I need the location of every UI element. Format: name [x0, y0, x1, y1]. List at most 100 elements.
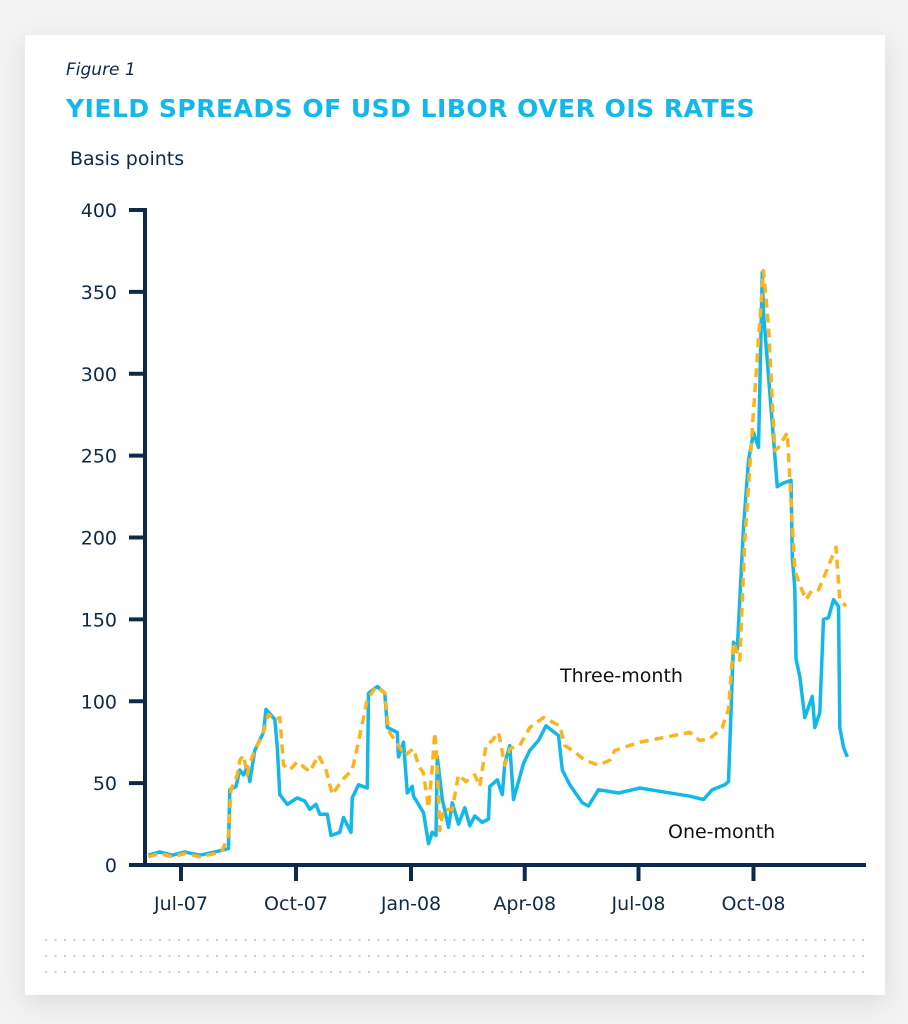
pattern-dot	[310, 970, 314, 974]
y-tick-label: 150	[81, 609, 117, 631]
pattern-dot	[282, 938, 285, 942]
pattern-dot	[206, 954, 209, 958]
pattern-dot	[700, 954, 703, 958]
pattern-dot	[595, 954, 599, 958]
pattern-dot	[130, 938, 133, 942]
pattern-dot	[643, 954, 646, 958]
pattern-dot	[101, 938, 105, 942]
pattern-dot	[396, 938, 399, 942]
pattern-dot	[291, 954, 295, 958]
pattern-dot	[453, 970, 456, 974]
pattern-dot	[206, 970, 209, 974]
pattern-dot	[348, 954, 352, 958]
pattern-dot	[567, 954, 570, 958]
annotation-one-month: One-month	[668, 821, 775, 843]
pattern-dot	[234, 938, 238, 942]
pattern-dot	[776, 938, 779, 942]
pattern-dot	[196, 938, 200, 942]
pattern-dot	[728, 970, 732, 974]
pattern-dot	[624, 938, 627, 942]
pattern-dot	[177, 938, 181, 942]
pattern-dot	[833, 938, 836, 942]
pattern-dot	[681, 970, 684, 974]
pattern-dot	[586, 954, 589, 958]
pattern-dot	[215, 938, 219, 942]
pattern-dot	[472, 954, 475, 958]
pattern-dot	[405, 970, 409, 974]
pattern-dot	[472, 938, 475, 942]
pattern-dot	[709, 954, 713, 958]
pattern-dot	[690, 954, 694, 958]
pattern-dot	[377, 954, 380, 958]
series-line-three-month	[148, 268, 848, 859]
pattern-dot	[358, 954, 361, 958]
y-axis-label: Basis points	[70, 148, 185, 170]
pattern-dot	[206, 938, 209, 942]
pattern-dot	[700, 938, 703, 942]
pattern-dot	[291, 938, 295, 942]
pattern-dot	[358, 938, 361, 942]
pattern-dot	[624, 954, 627, 958]
x-tick-label: Apr-08	[493, 893, 556, 915]
pattern-dot	[491, 954, 494, 958]
pattern-dot	[519, 970, 523, 974]
pattern-dot	[500, 954, 504, 958]
pattern-dot	[358, 970, 361, 974]
pattern-dot	[339, 938, 342, 942]
pattern-dot	[54, 970, 57, 974]
pattern-dot	[776, 954, 779, 958]
pattern-dot	[139, 954, 143, 958]
pattern-dot	[842, 938, 846, 942]
pattern-dot	[367, 970, 371, 974]
y-tick-label: 200	[81, 528, 117, 550]
pattern-dot	[187, 938, 190, 942]
figure-card	[25, 35, 885, 995]
pattern-dot	[576, 970, 580, 974]
pattern-dot	[73, 954, 76, 958]
x-tick-label: Jul-07	[153, 893, 208, 915]
pattern-dot	[804, 970, 808, 974]
pattern-dot	[709, 938, 713, 942]
pattern-dot	[728, 938, 732, 942]
pattern-dot	[443, 954, 447, 958]
pattern-dot	[396, 970, 399, 974]
pattern-dot	[149, 954, 152, 958]
pattern-dot	[576, 954, 580, 958]
pattern-dot	[529, 938, 532, 942]
pattern-dot	[301, 954, 304, 958]
pattern-dot	[491, 938, 494, 942]
pattern-dot	[415, 938, 418, 942]
pattern-dot	[747, 970, 751, 974]
pattern-dot	[719, 954, 722, 958]
pattern-dot	[149, 938, 152, 942]
pattern-dot	[405, 938, 409, 942]
pattern-dot	[244, 970, 247, 974]
pattern-dot	[842, 954, 846, 958]
pattern-dot	[63, 938, 67, 942]
pattern-dot	[719, 970, 722, 974]
pattern-dot	[548, 938, 551, 942]
pattern-dot	[538, 938, 542, 942]
pattern-dot	[681, 938, 684, 942]
pattern-dot	[177, 970, 181, 974]
pattern-dot	[453, 938, 456, 942]
pattern-dot	[386, 970, 390, 974]
pattern-dot	[614, 954, 618, 958]
pattern-dot	[462, 938, 466, 942]
pattern-dot	[424, 970, 428, 974]
y-tick-label: 0	[105, 855, 117, 877]
pattern-dot	[852, 954, 855, 958]
pattern-dot	[557, 970, 561, 974]
pattern-dot	[253, 970, 257, 974]
pattern-dot	[861, 938, 865, 942]
pattern-dot	[700, 970, 703, 974]
pattern-dot	[44, 954, 48, 958]
pattern-dot	[158, 970, 162, 974]
pattern-dot	[804, 938, 808, 942]
pattern-dot	[719, 938, 722, 942]
pattern-dot	[643, 938, 646, 942]
pattern-dot	[662, 970, 665, 974]
pattern-dot	[453, 954, 456, 958]
pattern-dot	[481, 938, 485, 942]
pattern-dot	[538, 954, 542, 958]
